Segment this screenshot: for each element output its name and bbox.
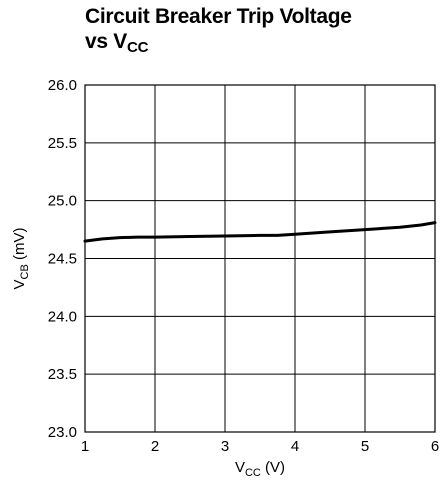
x-tick-label: 2 (151, 438, 159, 455)
y-tick-labels: 23.0 23.5 24.0 24.5 25.0 25.5 26.0 (48, 77, 77, 441)
series-line (83, 221, 437, 243)
x-tick-label: 5 (361, 438, 369, 455)
y-tick-label: 25.5 (48, 135, 77, 152)
chart-title: Circuit Breaker Trip Voltage vs VCC (85, 4, 435, 56)
grid (85, 85, 435, 432)
y-tick-label: 25.0 (48, 193, 77, 210)
chart-title-line2-prefix: vs V (85, 30, 127, 53)
x-tick-label: 6 (431, 438, 439, 455)
x-tick-label: 3 (221, 438, 229, 455)
x-tick-labels: 1 2 3 4 5 6 (81, 438, 439, 455)
x-axis-label: VCC (V) (235, 459, 285, 479)
x-tick-label: 4 (291, 438, 299, 455)
chart-title-line2: vs VCC (85, 29, 435, 56)
y-axis-label-unit: (mV) (11, 228, 28, 265)
chart-title-line2-subscript: CC (127, 39, 149, 57)
x-tick-label: 1 (81, 438, 89, 455)
x-axis-label-main: V (235, 459, 245, 476)
x-axis-label-subscript: CC (245, 467, 261, 479)
y-tick-label: 26.0 (48, 77, 77, 94)
y-tick-label: 23.0 (48, 424, 77, 441)
y-tick-label: 24.5 (48, 251, 77, 268)
chart-title-line1: Circuit Breaker Trip Voltage (85, 5, 352, 28)
series-group (83, 221, 437, 243)
y-tick-label: 24.0 (48, 308, 77, 325)
plot-frame (84, 84, 436, 433)
y-axis-label-main: V (11, 279, 28, 289)
x-axis-label-unit: (V) (261, 459, 285, 476)
y-tick-label: 23.5 (48, 366, 77, 383)
y-axis-label: VCB (mV) (11, 228, 31, 290)
y-axis-label-subscript: CB (19, 264, 31, 279)
